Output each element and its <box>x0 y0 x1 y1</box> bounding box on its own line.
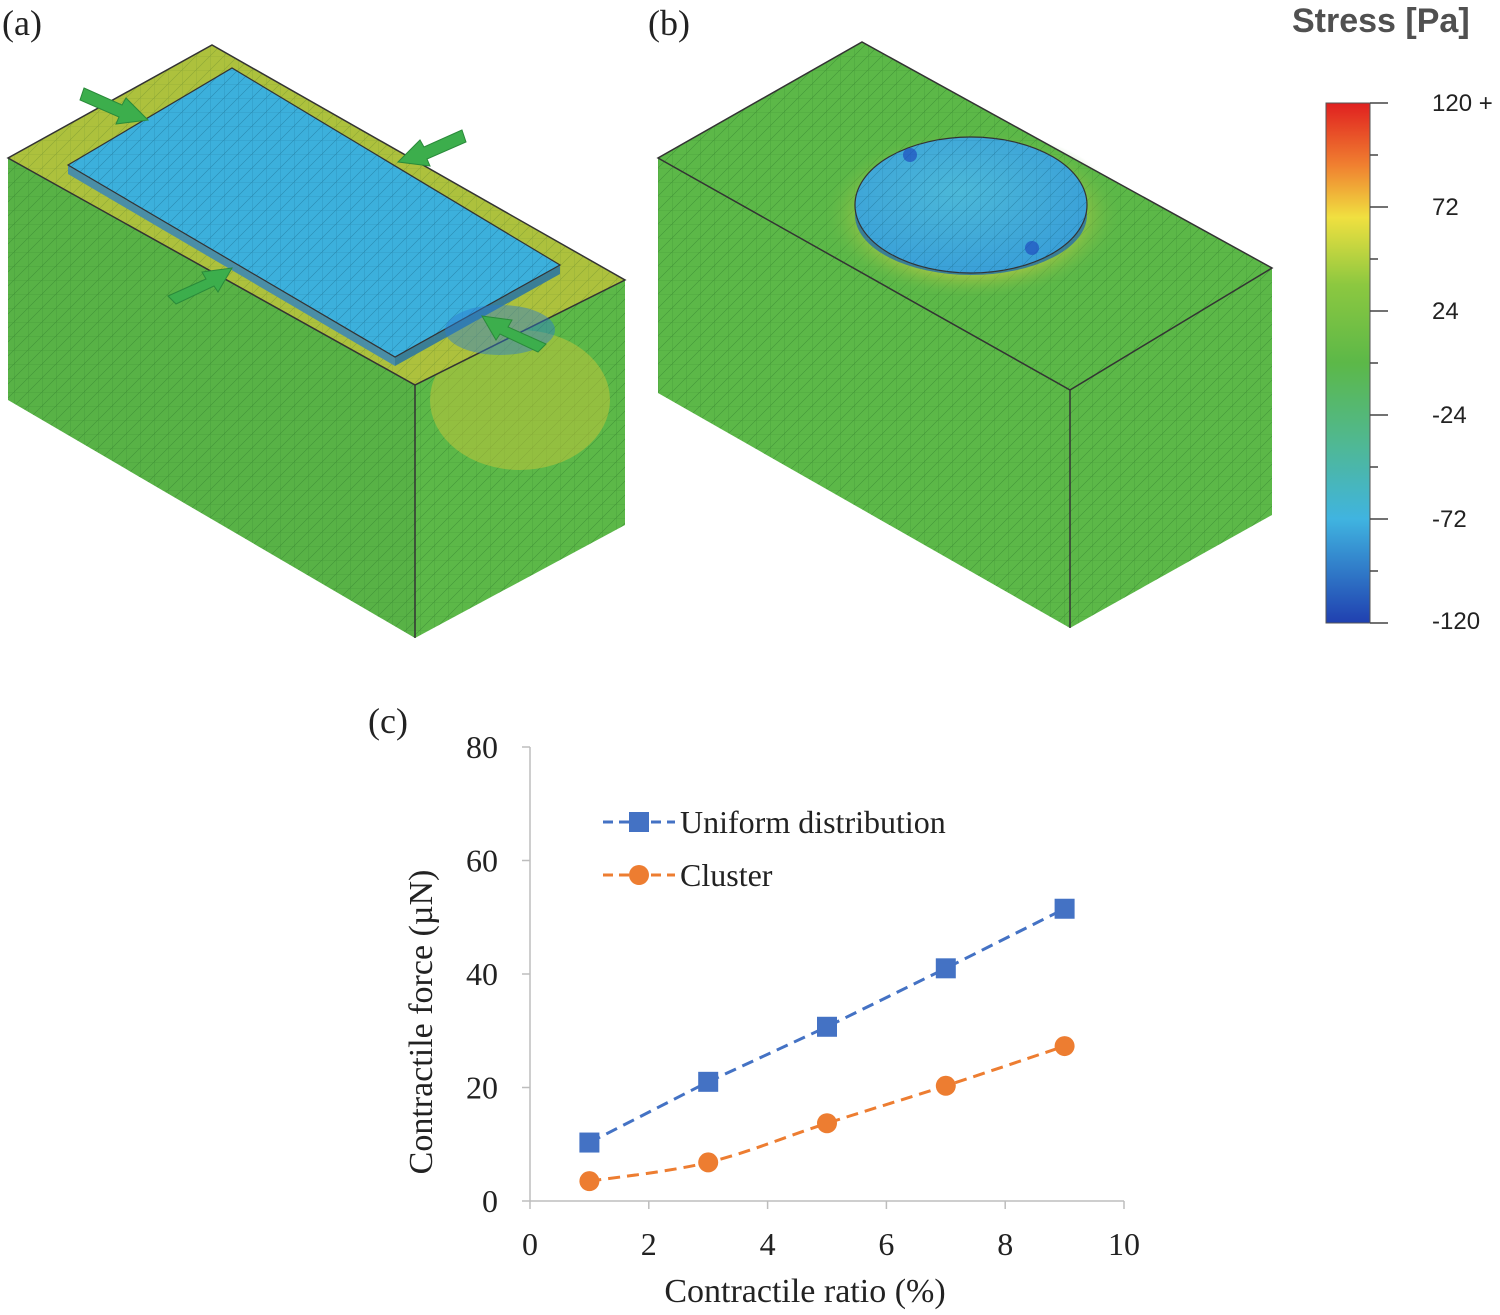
line-chart: 0 2 4 6 8 10 0 20 40 60 80 Uniform distribution Clu… <box>403 729 1140 1310</box>
chart-axes <box>522 746 1125 1209</box>
x-tick-label: 8 <box>997 1226 1013 1262</box>
y-tick-label: 20 <box>466 1070 498 1106</box>
y-axis-label: Contractile force (µN) <box>403 870 440 1175</box>
panel-a-model <box>6 44 627 638</box>
legend-label: Uniform distribution <box>680 804 946 840</box>
uniform-point <box>579 1132 600 1153</box>
legend-circle-marker <box>629 865 649 885</box>
colorbar-label-24: 24 <box>1432 298 1459 325</box>
colorbar-label-neg120: -120 <box>1432 608 1481 635</box>
colorbar-gradient <box>1325 102 1371 624</box>
cluster-point <box>698 1152 719 1173</box>
y-tick-label: 0 <box>482 1183 498 1219</box>
colorbar-label-neg72: -72 <box>1432 506 1467 533</box>
y-tick-label: 60 <box>466 843 498 879</box>
uniform-point <box>817 1016 837 1037</box>
panel-label-b: (b) <box>648 3 690 43</box>
uniform-point <box>698 1071 719 1092</box>
series-line-cluster <box>589 1044 1066 1183</box>
x-tick-label: 2 <box>641 1226 657 1262</box>
panel-b-model <box>656 41 1274 628</box>
x-tick-label: 6 <box>878 1226 894 1262</box>
colorbar <box>1325 102 1388 624</box>
panel-label-c: (c) <box>368 701 408 741</box>
uniform-point <box>1054 898 1075 919</box>
y-tick-label: 80 <box>466 729 498 765</box>
cluster-point <box>579 1171 600 1192</box>
chart-series <box>579 898 1075 1192</box>
x-tick-label: 4 <box>760 1226 776 1262</box>
legend-label: Cluster <box>680 857 773 893</box>
panel-label-a: (a) <box>2 3 42 43</box>
y-tick-label: 40 <box>466 956 498 992</box>
cluster-point <box>935 1075 956 1096</box>
colorbar-label-72: 72 <box>1432 194 1459 221</box>
x-axis-label: Contractile ratio (%) <box>664 1273 945 1310</box>
cluster-point <box>1054 1036 1075 1057</box>
x-tick-label: 10 <box>1108 1226 1140 1262</box>
chart-legend: Uniform distribution Cluster <box>603 804 946 893</box>
colorbar-label-neg24: -24 <box>1432 402 1467 429</box>
chart-tick-labels: 0 2 4 6 8 10 0 20 40 60 80 <box>466 729 1140 1262</box>
x-tick-label: 0 <box>522 1226 538 1262</box>
cluster-point <box>817 1113 837 1134</box>
colorbar-title: Stress [Pa] <box>1292 2 1470 40</box>
legend-square-marker <box>629 812 649 832</box>
colorbar-label-120: 120 + <box>1432 90 1493 117</box>
uniform-point <box>935 958 956 979</box>
force-arrow-icon <box>79 87 547 353</box>
series-line-uniform <box>588 907 1066 1144</box>
